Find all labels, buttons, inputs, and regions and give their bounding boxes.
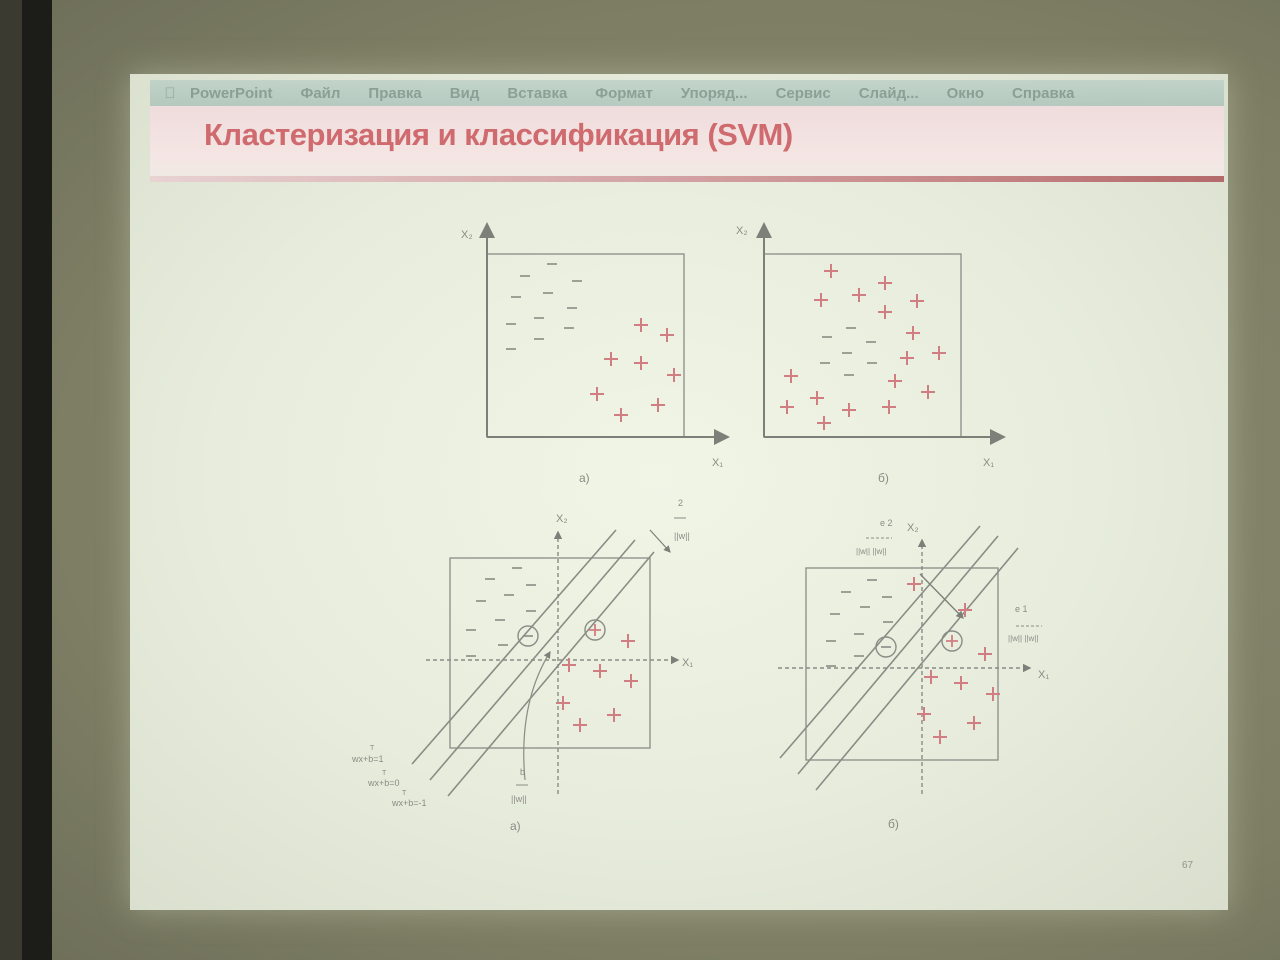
minus-markers <box>820 327 877 376</box>
normal-arrow <box>919 573 964 619</box>
caption: б) <box>888 817 899 831</box>
margin-label-bottom: ||w|| <box>674 531 690 541</box>
label-left-top: e 2 <box>880 518 893 528</box>
slide:  PowerPoint Файл Правка Вид Вставка Фор… <box>130 74 1228 910</box>
support-vector-positive <box>941 630 963 652</box>
label-left-bottom: ||w|| ||w|| <box>856 547 886 556</box>
support-vector-negative <box>875 636 897 658</box>
plot-frame <box>486 253 685 438</box>
hyperplane-negative <box>411 529 617 765</box>
hyperplane-decision <box>429 539 636 781</box>
page-number: 67 <box>1182 860 1194 871</box>
support-vector-positive <box>584 619 606 641</box>
plot-frame <box>449 557 651 749</box>
title-divider <box>150 176 1224 182</box>
hyperplane-negative <box>779 525 981 759</box>
y-axis-label: X₂ <box>736 225 748 237</box>
caption: а) <box>510 819 521 833</box>
support-vector-negative <box>517 625 539 647</box>
margin-arrow <box>649 529 671 553</box>
plus-markers <box>780 264 946 430</box>
menubar:  PowerPoint Файл Правка Вид Вставка Фор… <box>150 80 1224 106</box>
caption: б) <box>878 471 889 485</box>
label-right-top: e 1 <box>1015 604 1028 614</box>
plot-frame <box>763 253 962 438</box>
eq-sup-2: T <box>382 770 387 777</box>
equation-positive: wx+b=1 <box>351 754 384 764</box>
bias-label-top: b <box>520 767 525 777</box>
eq-sup-3: T <box>402 790 407 797</box>
menu-format[interactable]: Формат <box>595 84 653 102</box>
menu-slide[interactable]: Слайд... <box>858 84 919 102</box>
x-axis-label: X₁ <box>1038 669 1049 681</box>
figure-bottom-right: X₁ X₂ e 2 ||w|| ||w|| e 1 ||w|| ||w|| <box>778 518 1049 831</box>
plot-frame <box>805 567 999 761</box>
margin-label-top: 2 <box>678 498 683 508</box>
plus-markers <box>907 577 1000 744</box>
equation-negative: wx+b=-1 <box>391 798 427 808</box>
caption: а) <box>579 471 590 485</box>
apple-icon[interactable]:  <box>150 85 190 102</box>
label-right-bottom: ||w|| ||w|| <box>1008 634 1038 643</box>
figure-bottom-left: X₁ X₂ 2 ||w|| <box>351 498 693 833</box>
hyperplanes <box>779 525 1019 791</box>
title-band <box>150 106 1224 178</box>
menu-edit[interactable]: Правка <box>368 84 422 102</box>
hyperplane-positive <box>447 551 655 797</box>
y-axis-label: X₂ <box>461 229 473 241</box>
figures-canvas: X₂ X₁ а) <box>351 222 1049 833</box>
minus-markers <box>826 579 893 667</box>
hyperplane-decision <box>797 535 999 775</box>
y-axis-label: X₂ <box>907 522 919 534</box>
menu-insert[interactable]: Вставка <box>507 84 568 102</box>
figure-top-left: X₂ X₁ а) <box>461 222 730 485</box>
bias-label-bottom: ||w|| <box>511 794 527 804</box>
plus-markers <box>556 634 638 732</box>
x-axis-label: X₁ <box>712 457 723 469</box>
x-axis-label: X₁ <box>983 457 994 469</box>
menu-view[interactable]: Вид <box>449 84 480 102</box>
menu-powerpoint[interactable]: PowerPoint <box>190 84 273 102</box>
y-axis-label: X₂ <box>556 513 568 525</box>
menu-help[interactable]: Справка <box>1012 84 1075 102</box>
x-axis-label: X₁ <box>682 657 693 669</box>
bias-arrow <box>523 650 551 781</box>
minus-markers <box>466 567 536 657</box>
hyperplanes <box>411 529 655 797</box>
hyperplane-positive <box>815 547 1019 791</box>
menu-file[interactable]: Файл <box>300 84 341 102</box>
eq-sup-1: T <box>370 745 375 752</box>
equation-decision: wx+b=0 <box>367 778 400 788</box>
menu-window[interactable]: Окно <box>946 84 985 102</box>
plus-markers <box>590 318 681 422</box>
slide-title: Кластеризация и классификация (SVM) <box>204 117 793 152</box>
menu-arrange[interactable]: Упоряд... <box>680 84 748 102</box>
menu-tools[interactable]: Сервис <box>775 84 831 102</box>
minus-markers <box>506 263 582 350</box>
figure-top-right: X₂ X₁ б) <box>736 222 1006 485</box>
